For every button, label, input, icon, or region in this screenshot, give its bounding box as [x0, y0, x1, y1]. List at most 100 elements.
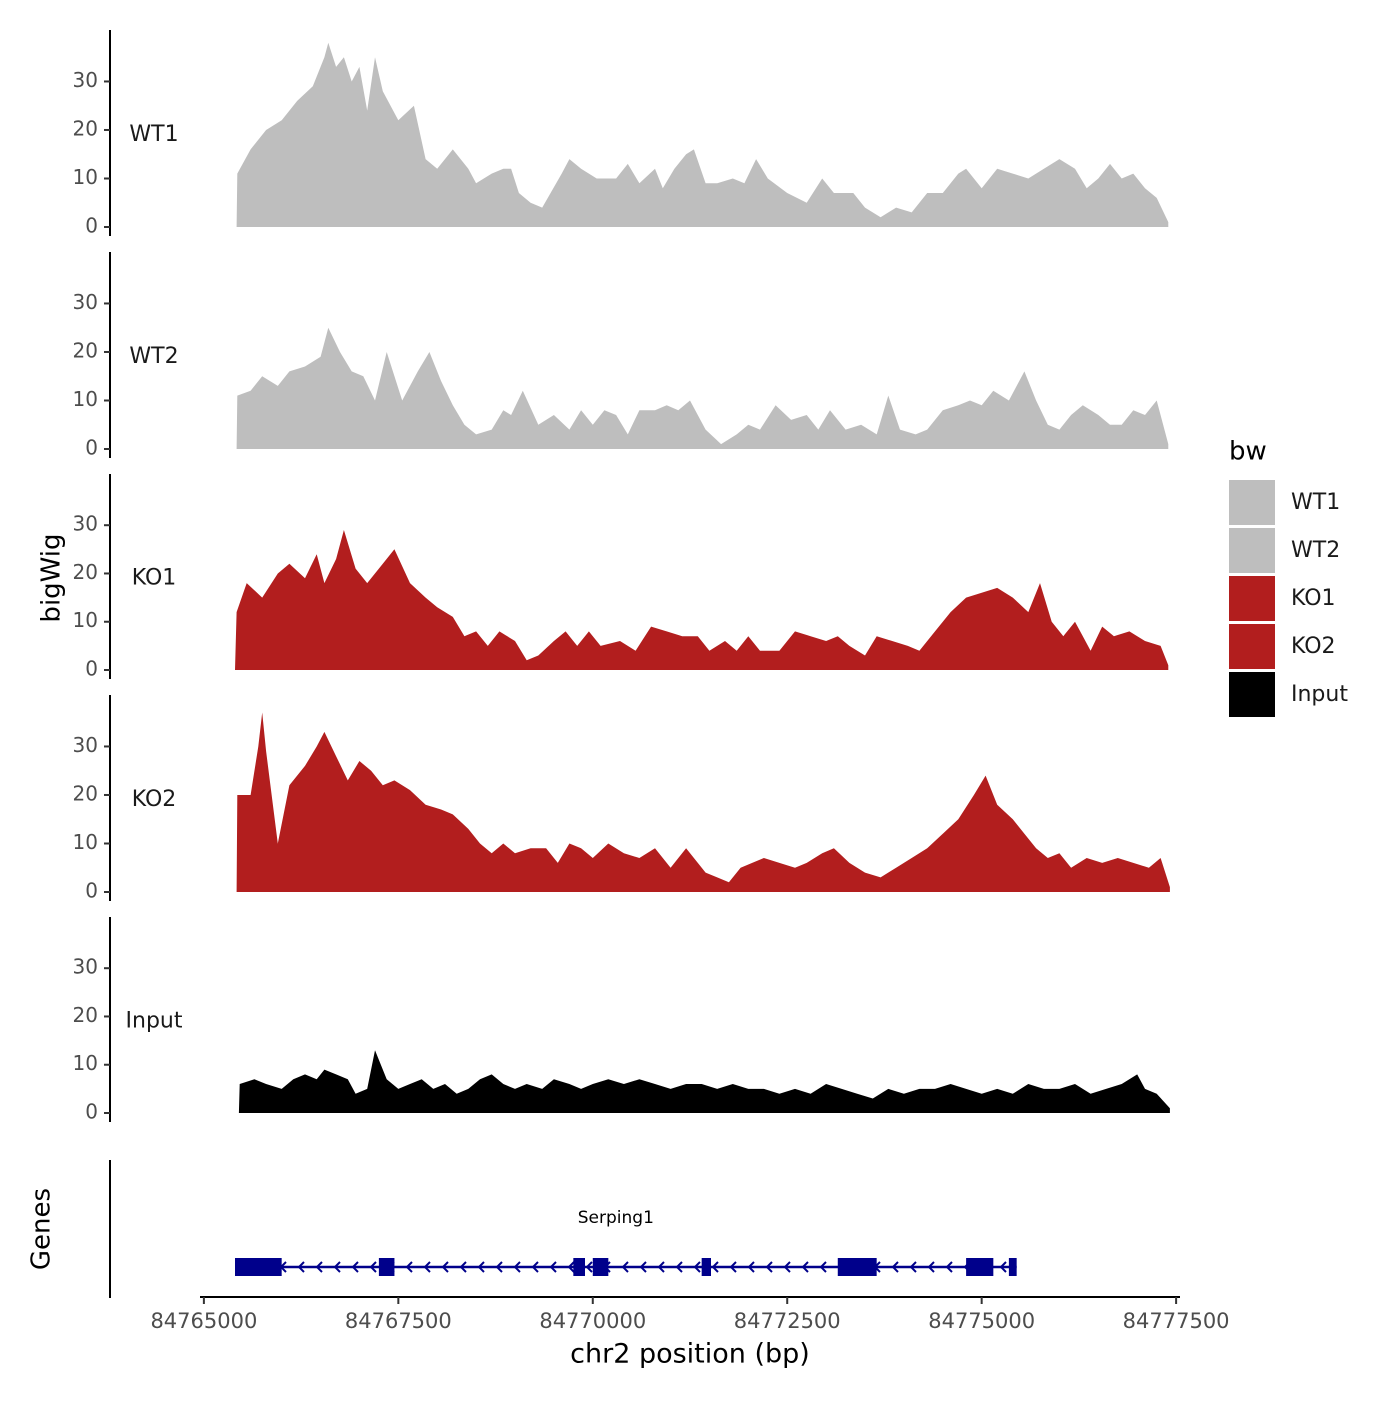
strand-arrow	[891, 1261, 899, 1273]
y-tick-label: 10	[73, 608, 98, 632]
strand-arrow	[693, 1261, 701, 1273]
y-tick-label: 0	[85, 657, 98, 681]
track-label-input: Input	[126, 1008, 183, 1033]
strand-arrow	[459, 1261, 467, 1273]
track-label-wt2: WT2	[129, 344, 178, 369]
x-axis: 84765000 84767500 84770000 84772500 84775000…	[150, 1296, 1230, 1370]
strand-arrow	[819, 1261, 827, 1273]
legend-swatch-ko1	[1229, 576, 1275, 621]
area-wt2	[236, 327, 1169, 449]
legend: bw WT1 WT2 KO1 KO2 Input	[1229, 437, 1348, 717]
y-tick-label: 0	[85, 879, 98, 903]
x-tick-label: 84765000	[150, 1309, 257, 1333]
track-panel-input: 0 10 20 30 Input	[73, 917, 1170, 1124]
strand-arrow	[351, 1261, 359, 1273]
strand-arrow	[783, 1261, 791, 1273]
gene-name-label: Serping1	[578, 1208, 654, 1228]
strand-arrow	[765, 1261, 773, 1273]
y-tick-label: 10	[73, 830, 98, 854]
strand-arrow	[495, 1261, 503, 1273]
y-tick-label: 10	[73, 387, 98, 411]
track-label-ko2: KO2	[132, 787, 177, 812]
legend-swatch-ko2	[1229, 624, 1275, 669]
y-tick-label: 30	[73, 290, 98, 314]
y-tick-label: 20	[73, 560, 98, 584]
x-tick-label: 84772500	[734, 1309, 841, 1333]
strand-arrow	[405, 1261, 413, 1273]
y-tick-label: 30	[73, 733, 98, 757]
y-tick-label: 10	[73, 1051, 98, 1075]
y-tick-label: 20	[73, 1003, 98, 1027]
track-label-ko1: KO1	[132, 565, 177, 590]
y-tick-label: 30	[73, 955, 98, 979]
strand-arrow	[585, 1261, 593, 1273]
genes-track: Genes Serping1	[27, 1160, 1017, 1298]
gene-exon	[592, 1258, 609, 1276]
strand-arrow	[549, 1261, 557, 1273]
strand-arrow	[423, 1261, 431, 1273]
area-input	[238, 1050, 1170, 1113]
legend-label-ko1: KO1	[1291, 586, 1336, 611]
strand-arrow	[369, 1261, 377, 1273]
strand-arrow	[621, 1261, 629, 1273]
legend-swatch-wt2	[1229, 528, 1275, 573]
strand-arrow	[999, 1261, 1007, 1273]
strand-arrow	[747, 1261, 755, 1273]
y-tick-label: 20	[73, 781, 98, 805]
y-axis-title: bigWig	[37, 533, 67, 622]
gene-exon	[966, 1258, 994, 1276]
gene-exon	[1008, 1258, 1017, 1276]
legend-label-wt2: WT2	[1291, 538, 1340, 563]
x-axis-title: chr2 position (bp)	[570, 1339, 810, 1370]
strand-arrow	[297, 1261, 305, 1273]
y-tick-label: 0	[85, 214, 98, 238]
x-tick-label: 84770000	[539, 1309, 646, 1333]
strand-arrow	[729, 1261, 737, 1273]
strand-arrow	[657, 1261, 665, 1273]
y-tick-label: 10	[73, 165, 98, 189]
strand-arrow	[567, 1261, 575, 1273]
x-tick-label: 84767500	[345, 1309, 452, 1333]
gene-exon	[701, 1258, 711, 1276]
gene-exon	[573, 1258, 585, 1276]
y-tick-label: 20	[73, 338, 98, 362]
gene-exon	[235, 1258, 282, 1276]
strand-arrow	[531, 1261, 539, 1273]
legend-label-ko2: KO2	[1291, 634, 1336, 659]
strand-arrow	[333, 1261, 341, 1273]
strand-arrow	[945, 1261, 953, 1273]
y-tick-label: 30	[73, 68, 98, 92]
strand-arrow	[801, 1261, 809, 1273]
legend-swatch-wt1	[1229, 480, 1275, 525]
strand-arrow	[441, 1261, 449, 1273]
x-tick-label: 84777500	[1123, 1309, 1230, 1333]
y-tick-label: 0	[85, 436, 98, 460]
strand-arrow	[639, 1261, 647, 1273]
legend-title: bw	[1229, 437, 1267, 467]
area-wt1	[236, 42, 1169, 228]
legend-label-input: Input	[1291, 682, 1348, 707]
area-ko2	[236, 712, 1170, 892]
x-tick-label: 84775000	[928, 1309, 1035, 1333]
strand-arrow	[909, 1261, 917, 1273]
gene-exon	[837, 1258, 877, 1276]
track-panel-ko1: 0 10 20 30 KO1	[73, 474, 1169, 681]
legend-swatch-input	[1229, 672, 1275, 717]
strand-arrow	[513, 1261, 521, 1273]
track-panel-wt2: 0 10 20 30 WT2	[73, 252, 1169, 460]
track-panel-wt1: 0 10 20 30 WT1	[73, 30, 1169, 238]
genes-axis-title: Genes	[27, 1188, 57, 1270]
track-label-wt1: WT1	[129, 122, 178, 147]
track-panel-ko2: 0 10 20 30 KO2	[73, 695, 1170, 903]
strand-arrow	[477, 1261, 485, 1273]
strand-arrow	[927, 1261, 935, 1273]
gene-exon	[378, 1258, 395, 1276]
y-tick-label: 0	[85, 1100, 98, 1124]
y-tick-label: 20	[73, 116, 98, 140]
area-ko1	[235, 530, 1169, 670]
strand-arrow	[711, 1261, 719, 1273]
strand-arrow	[315, 1261, 323, 1273]
strand-arrow	[675, 1261, 683, 1273]
